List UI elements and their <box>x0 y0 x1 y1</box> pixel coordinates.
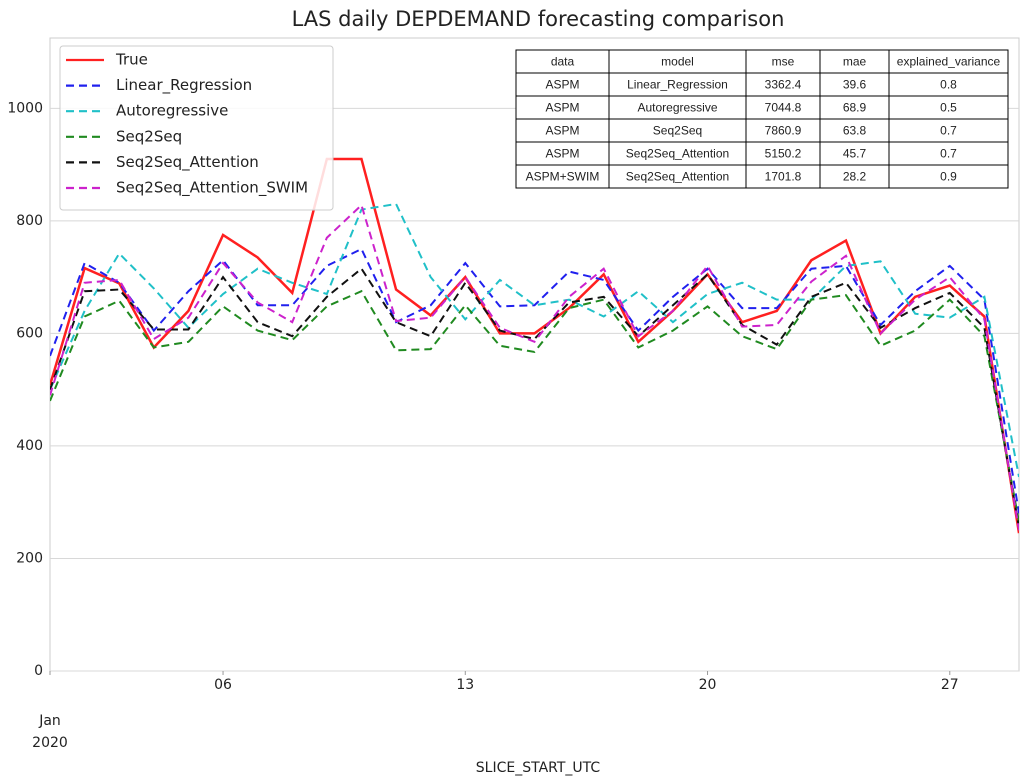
table-text: 3362.4 <box>765 78 802 92</box>
table-text: 1701.8 <box>765 170 802 184</box>
table-header: explained_variance <box>897 55 1001 69</box>
series-line <box>50 247 1019 514</box>
series-line <box>50 202 1019 478</box>
table-text: ASPM <box>545 124 579 138</box>
x-tick-label: 13 <box>456 677 474 693</box>
table-text: Linear_Regression <box>627 78 728 92</box>
table-text: Autoregressive <box>637 101 717 115</box>
table-text: Seq2Seq <box>653 124 702 138</box>
table-text: 63.8 <box>843 124 867 138</box>
table-cell <box>888 164 1009 189</box>
table-text: 7860.9 <box>765 124 802 138</box>
table-text: ASPM <box>545 78 579 92</box>
table-header: mse <box>772 55 795 69</box>
series-line <box>50 289 1019 523</box>
series-line <box>50 157 1019 534</box>
x-tick-label: 27 <box>941 677 959 693</box>
legend-label: Autoregressive <box>116 102 228 120</box>
table-header: data <box>551 55 575 69</box>
table-text: Seq2Seq_Attention <box>626 147 729 161</box>
y-tick-label: 0 <box>34 663 43 679</box>
table-text: 45.7 <box>843 147 867 161</box>
x-tick-label: 06 <box>214 677 232 693</box>
series-line <box>50 267 1019 528</box>
chart-title: LAS daily DEPDEMAND forecasting comparis… <box>292 7 785 31</box>
table-text: Seq2Seq_Attention <box>626 170 729 184</box>
y-tick-label: 200 <box>16 550 43 566</box>
table-text: ASPM <box>545 101 579 115</box>
y-tick-label: 600 <box>16 325 43 341</box>
table-header: mae <box>843 55 867 69</box>
x-tick-label: Jan 2020 <box>32 713 68 751</box>
table-text: 0.7 <box>940 147 957 161</box>
table-header: model <box>661 55 694 69</box>
y-tick-label: 800 <box>16 213 43 229</box>
legend-box <box>59 45 334 211</box>
legend-label: Seq2Seq_Attention <box>116 153 259 172</box>
legend-label: Seq2Seq_Attention_SWIM <box>116 179 308 198</box>
table-text: 39.6 <box>843 78 867 92</box>
series-line <box>50 203 1019 531</box>
x-axis-label: SLICE_START_UTC <box>476 760 601 776</box>
legend-label: Linear_Regression <box>116 76 252 95</box>
table-text: 28.2 <box>843 170 867 184</box>
table-text: 5150.2 <box>765 147 802 161</box>
table-text: 7044.8 <box>765 101 802 115</box>
x-tick-label: 20 <box>699 677 717 693</box>
table-text: 68.9 <box>843 101 867 115</box>
table-text: 0.9 <box>940 170 957 184</box>
legend-label: True <box>115 51 148 69</box>
table-text: 0.5 <box>940 101 957 115</box>
table-text: 0.7 <box>940 124 957 138</box>
table-text: ASPM <box>545 147 579 161</box>
y-tick-label: 400 <box>16 438 43 454</box>
legend-label: Seq2Seq <box>116 127 182 145</box>
table-text: 0.8 <box>940 78 957 92</box>
y-tick-label: 1000 <box>7 100 43 116</box>
table-text: ASPM+SWIM <box>526 170 600 184</box>
